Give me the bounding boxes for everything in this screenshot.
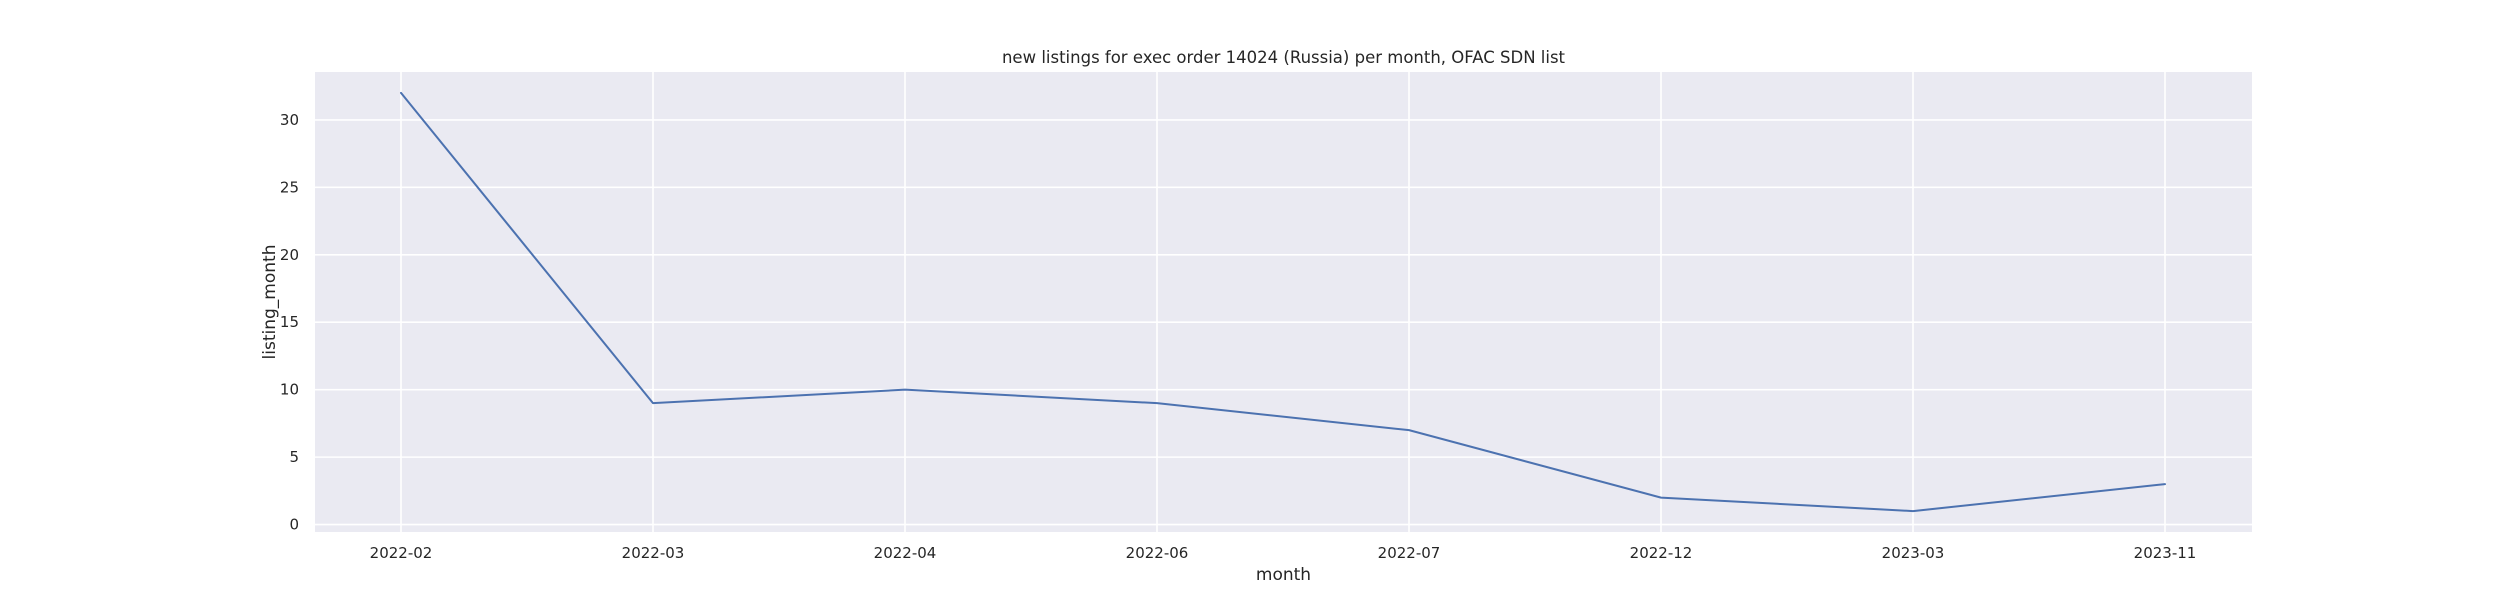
y-axis-ticks: 0 5 10 15 20 25 30 — [280, 111, 299, 534]
y-tick-label: 10 — [280, 381, 299, 399]
x-tick-label: 2023-03 — [1882, 544, 1945, 562]
chart-title: new listings for exec order 14024 (Russi… — [1002, 48, 1566, 67]
y-tick-label: 0 — [289, 516, 299, 534]
gridlines — [315, 72, 2252, 532]
x-tick-label: 2022-03 — [622, 544, 685, 562]
y-tick-label: 30 — [280, 111, 299, 129]
x-tick-label: 2022-06 — [1126, 544, 1189, 562]
y-axis-title: listing_month — [260, 245, 280, 360]
series-line — [400, 91, 2166, 513]
x-tick-label: 2022-04 — [874, 544, 937, 562]
series-layer — [400, 91, 2166, 513]
y-tick-label: 5 — [289, 448, 299, 466]
y-tick-label: 15 — [280, 313, 299, 331]
x-tick-label: 2023-11 — [2134, 544, 2197, 562]
y-tick-label: 25 — [280, 178, 299, 196]
x-tick-label: 2022-12 — [1630, 544, 1693, 562]
x-axis-title: month — [1256, 565, 1311, 585]
plot-area — [315, 72, 2252, 532]
x-tick-label: 2022-07 — [1378, 544, 1441, 562]
x-axis-ticks: 2022-02 2022-03 2022-04 2022-06 2022-07 2022-… — [370, 544, 2197, 562]
y-tick-label: 20 — [280, 246, 299, 264]
x-tick-label: 2022-02 — [370, 544, 433, 562]
